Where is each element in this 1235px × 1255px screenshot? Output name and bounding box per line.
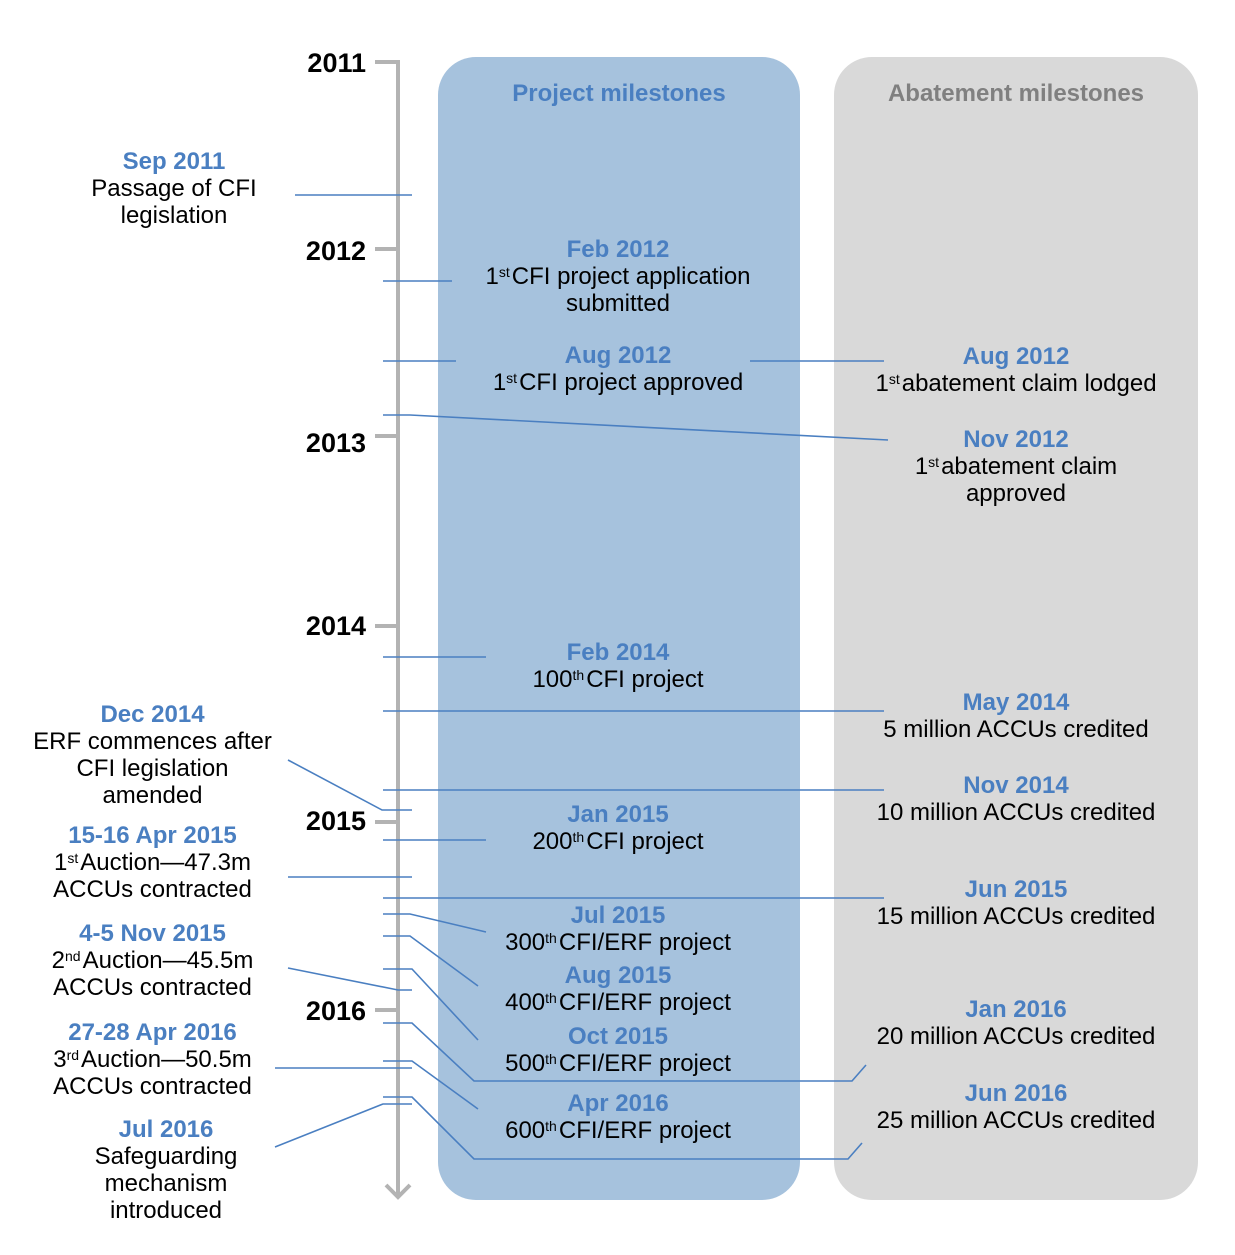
abatement-event-aug-2012: Aug 2012 1st abatement claim lodged [846, 343, 1186, 397]
event-date: Nov 2014 [963, 772, 1069, 799]
event-date: 27-28 Apr 2016 [68, 1019, 237, 1046]
event-date: Jan 2015 [567, 801, 669, 828]
event-text: 3rd Auction—50.5m ACCUs contracted [53, 1046, 252, 1100]
event-text: 1st abatement claim approved [914, 453, 1118, 507]
abatement-event-may-2014: May 2014 5 million ACCUs credited [846, 689, 1186, 743]
event-text: 200th CFI project [532, 828, 704, 855]
event-date: Feb 2012 [566, 236, 670, 263]
event-text: 1st CFI project application submitted [485, 263, 751, 317]
abatement-event-jun-2016: Jun 2016 25 million ACCUs credited [846, 1080, 1186, 1134]
year-label-2012: 2012 [305, 236, 366, 266]
project-event-aug-2012: Aug 2012 1st CFI project approved [450, 342, 786, 396]
connector-dec-2014 [287, 759, 412, 811]
event-text: ERF commences after CFI legislation amen… [33, 728, 272, 809]
event-text: 300th CFI/ERF project [505, 929, 731, 956]
event-date: Feb 2014 [566, 639, 670, 666]
event-date: Aug 2012 [962, 343, 1070, 370]
year-label-2011: 2011 [307, 48, 366, 78]
connector-auction-2 [287, 967, 412, 991]
event-date: Dec 2014 [100, 701, 205, 728]
event-text: 10 million ACCUs credited [876, 799, 1156, 826]
event-sep-2011: Sep 2011 Passage of CFI legislation [60, 148, 288, 229]
event-jul-2016: Jul 2016 Safeguarding mechanism introduc… [30, 1116, 302, 1224]
event-date: Jun 2016 [964, 1080, 1068, 1107]
event-dec-2014: Dec 2014 ERF commences after CFI legisla… [30, 701, 275, 809]
project-event-apr-2016: Apr 2016 600th CFI/ERF project [450, 1090, 786, 1144]
event-text: 20 million ACCUs credited [876, 1023, 1156, 1050]
event-text: 1st abatement claim lodged [875, 370, 1157, 397]
year-label-2013: 2013 [305, 428, 366, 458]
year-label-2016: 2016 [305, 996, 366, 1026]
event-text: 600th CFI/ERF project [505, 1117, 731, 1144]
event-text: Passage of CFI legislation [91, 175, 257, 229]
event-text: 25 million ACCUs credited [876, 1107, 1156, 1134]
connector-apr-2016 [383, 1060, 479, 1110]
event-text: 500th CFI/ERF project [505, 1050, 731, 1077]
event-date: Aug 2012 [564, 342, 672, 369]
event-date: Jul 2016 [118, 1116, 214, 1143]
abatement-milestones-header: Abatement milestones [887, 80, 1145, 107]
event-text: 1st CFI project approved [492, 369, 744, 396]
event-text: 5 million ACCUs credited [883, 716, 1149, 743]
abatement-event-nov-2012: Nov 2012 1st abatement claim approved [846, 426, 1186, 507]
event-date: May 2014 [962, 689, 1070, 716]
connector-jul-2016 [274, 1103, 412, 1148]
project-milestones-header: Project milestones [512, 80, 726, 107]
event-date: Jun 2015 [964, 876, 1068, 903]
abatement-event-jun-2015: Jun 2015 15 million ACCUs credited [846, 876, 1186, 930]
event-date: 4-5 Nov 2015 [79, 920, 226, 947]
event-date: Jul 2015 [570, 902, 666, 929]
event-date: Oct 2015 [567, 1023, 669, 1050]
event-text: 400th CFI/ERF project [505, 989, 731, 1016]
project-milestones-column [438, 57, 800, 1200]
project-event-oct-2015: Oct 2015 500th CFI/ERF project [450, 1023, 786, 1077]
project-event-jan-2015: Jan 2015 200th CFI project [450, 801, 786, 855]
abatement-event-nov-2014: Nov 2014 10 million ACCUs credited [846, 772, 1186, 826]
event-text: 2nd Auction—45.5m ACCUs contracted [51, 947, 254, 1001]
event-auction-1: 15-16 Apr 2015 1st Auction—47.3m ACCUs c… [25, 822, 280, 903]
project-event-feb-2012: Feb 2012 1st CFI project application sub… [450, 236, 786, 317]
project-event-feb-2014: Feb 2014 100th CFI project [450, 639, 786, 693]
event-date: Sep 2011 [122, 148, 226, 175]
year-label-2014: 2014 [305, 611, 366, 641]
project-event-aug-2015: Aug 2015 400th CFI/ERF project [450, 962, 786, 1016]
connector-jul-2015 [383, 913, 487, 933]
project-event-jul-2015: Jul 2015 300th CFI/ERF project [450, 902, 786, 956]
event-date: 15-16 Apr 2015 [68, 822, 237, 849]
event-text: 100th CFI project [532, 666, 704, 693]
connector-nov-2012 [383, 414, 889, 441]
abatement-milestones-column [834, 57, 1198, 1200]
event-date: Nov 2012 [963, 426, 1069, 453]
abatement-event-jan-2016: Jan 2016 20 million ACCUs credited [846, 996, 1186, 1050]
event-date: Jan 2016 [965, 996, 1067, 1023]
connector-lines [274, 194, 889, 1160]
connector-aug-2015 [383, 935, 479, 987]
event-auction-3: 27-28 Apr 2016 3rd Auction—50.5m ACCUs c… [25, 1019, 280, 1100]
event-auction-2: 4-5 Nov 2015 2nd Auction—45.5m ACCUs con… [25, 920, 280, 1001]
axis-arrowhead [384, 1183, 412, 1200]
connector-jan-2016 [383, 1022, 867, 1082]
year-label-2015: 2015 [305, 806, 366, 836]
connector-jun-2016 [383, 1096, 863, 1160]
event-text: Safeguarding mechanism introduced [94, 1143, 238, 1224]
event-date: Apr 2016 [567, 1090, 669, 1117]
event-text: 15 million ACCUs credited [876, 903, 1156, 930]
connector-oct-2015 [383, 968, 479, 1041]
event-text: 1st Auction—47.3m ACCUs contracted [53, 849, 252, 903]
event-date: Aug 2015 [564, 962, 672, 989]
